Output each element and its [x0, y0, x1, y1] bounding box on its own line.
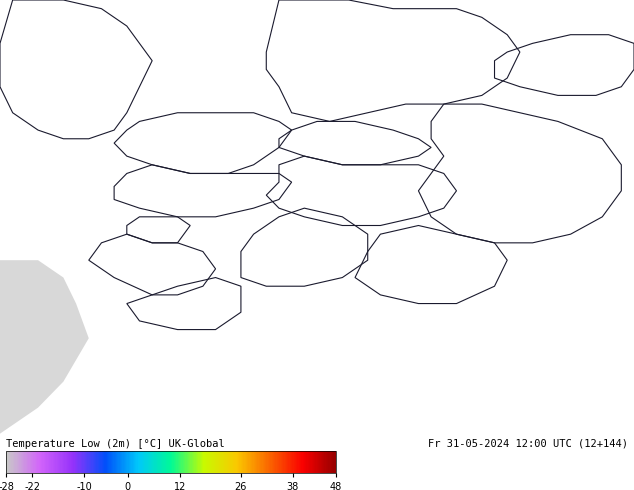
Text: Fr 31-05-2024 12:00 UTC (12+144): Fr 31-05-2024 12:00 UTC (12+144) [428, 439, 628, 448]
Text: Temperature Low (2m) [°C] UK-Global: Temperature Low (2m) [°C] UK-Global [6, 439, 225, 448]
Polygon shape [0, 260, 89, 434]
